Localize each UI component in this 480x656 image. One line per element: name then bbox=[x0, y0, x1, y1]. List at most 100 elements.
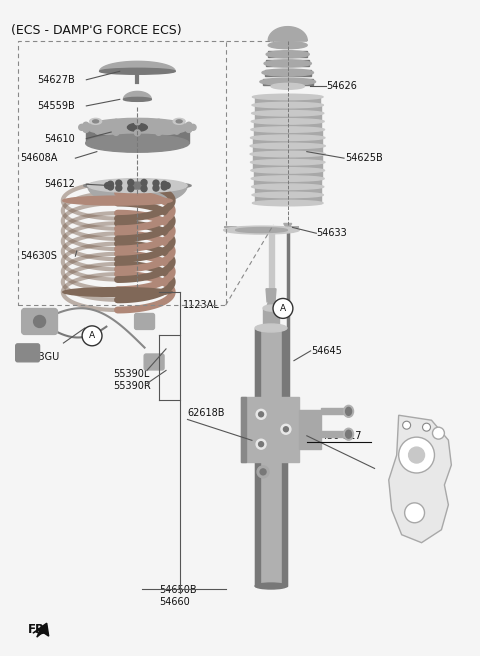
Ellipse shape bbox=[252, 119, 324, 124]
Polygon shape bbox=[88, 186, 187, 205]
Ellipse shape bbox=[100, 68, 175, 74]
Text: 1123GU: 1123GU bbox=[21, 352, 60, 362]
Circle shape bbox=[116, 180, 122, 186]
Circle shape bbox=[186, 127, 192, 133]
Ellipse shape bbox=[251, 168, 324, 173]
Circle shape bbox=[95, 121, 101, 127]
Circle shape bbox=[273, 298, 293, 318]
Circle shape bbox=[82, 326, 102, 346]
Polygon shape bbox=[264, 302, 278, 315]
Text: 62618B: 62618B bbox=[188, 408, 225, 418]
Ellipse shape bbox=[346, 407, 351, 415]
Polygon shape bbox=[254, 187, 321, 195]
Text: 54633: 54633 bbox=[316, 228, 347, 238]
Ellipse shape bbox=[176, 120, 182, 123]
Polygon shape bbox=[266, 60, 309, 66]
Ellipse shape bbox=[90, 118, 102, 125]
Polygon shape bbox=[282, 328, 287, 586]
Ellipse shape bbox=[344, 428, 354, 440]
Circle shape bbox=[164, 182, 170, 188]
Polygon shape bbox=[255, 97, 320, 105]
Polygon shape bbox=[255, 328, 260, 586]
Ellipse shape bbox=[255, 583, 287, 589]
Circle shape bbox=[141, 186, 147, 192]
Text: 54559B: 54559B bbox=[37, 101, 75, 111]
FancyBboxPatch shape bbox=[134, 314, 155, 329]
Text: A: A bbox=[280, 304, 286, 313]
Ellipse shape bbox=[252, 176, 324, 181]
Circle shape bbox=[113, 119, 119, 125]
Circle shape bbox=[422, 423, 431, 431]
Circle shape bbox=[259, 441, 264, 447]
Polygon shape bbox=[255, 195, 321, 203]
Circle shape bbox=[259, 412, 264, 417]
Text: 54608A: 54608A bbox=[21, 153, 58, 163]
Ellipse shape bbox=[252, 94, 323, 100]
Ellipse shape bbox=[224, 226, 299, 234]
Text: 54630S: 54630S bbox=[21, 251, 57, 261]
Ellipse shape bbox=[252, 200, 323, 206]
Text: 54610: 54610 bbox=[45, 134, 75, 144]
Text: A: A bbox=[89, 331, 95, 340]
Polygon shape bbox=[253, 154, 322, 162]
Ellipse shape bbox=[123, 97, 151, 102]
Polygon shape bbox=[268, 51, 307, 57]
Ellipse shape bbox=[262, 69, 313, 76]
Circle shape bbox=[34, 316, 46, 327]
Ellipse shape bbox=[250, 143, 325, 149]
Polygon shape bbox=[299, 409, 321, 449]
Ellipse shape bbox=[252, 192, 324, 197]
Circle shape bbox=[256, 409, 266, 419]
Ellipse shape bbox=[86, 134, 189, 152]
Circle shape bbox=[156, 119, 162, 125]
Circle shape bbox=[113, 129, 119, 135]
Ellipse shape bbox=[344, 405, 354, 417]
Text: 54612: 54612 bbox=[45, 179, 75, 190]
Polygon shape bbox=[263, 79, 313, 85]
Circle shape bbox=[153, 185, 159, 191]
Circle shape bbox=[260, 469, 266, 475]
Polygon shape bbox=[254, 178, 321, 187]
Ellipse shape bbox=[264, 60, 312, 67]
Circle shape bbox=[186, 122, 192, 128]
Ellipse shape bbox=[271, 83, 304, 89]
Polygon shape bbox=[255, 105, 321, 113]
FancyBboxPatch shape bbox=[144, 354, 164, 370]
Polygon shape bbox=[264, 70, 311, 75]
FancyBboxPatch shape bbox=[16, 344, 39, 362]
Circle shape bbox=[161, 184, 167, 190]
FancyBboxPatch shape bbox=[22, 308, 58, 335]
Circle shape bbox=[83, 122, 89, 128]
Ellipse shape bbox=[63, 196, 172, 205]
Polygon shape bbox=[253, 146, 322, 154]
Circle shape bbox=[174, 121, 180, 127]
Circle shape bbox=[108, 181, 113, 187]
Ellipse shape bbox=[252, 110, 324, 116]
Circle shape bbox=[134, 130, 140, 136]
Circle shape bbox=[281, 424, 291, 434]
Polygon shape bbox=[253, 138, 322, 146]
Ellipse shape bbox=[263, 305, 279, 311]
Circle shape bbox=[399, 437, 434, 473]
Polygon shape bbox=[268, 27, 307, 41]
Ellipse shape bbox=[252, 102, 324, 108]
Circle shape bbox=[403, 421, 410, 429]
Ellipse shape bbox=[268, 41, 307, 49]
Ellipse shape bbox=[252, 184, 324, 190]
Polygon shape bbox=[389, 415, 451, 543]
Polygon shape bbox=[263, 308, 279, 328]
Polygon shape bbox=[241, 397, 246, 462]
Text: 54626: 54626 bbox=[326, 81, 357, 91]
Ellipse shape bbox=[63, 287, 172, 297]
Ellipse shape bbox=[346, 430, 351, 438]
Text: REF.50-517: REF.50-517 bbox=[307, 431, 361, 441]
Polygon shape bbox=[284, 224, 292, 227]
Circle shape bbox=[128, 180, 134, 186]
Ellipse shape bbox=[266, 51, 309, 58]
Polygon shape bbox=[241, 397, 299, 462]
Ellipse shape bbox=[84, 182, 191, 190]
Ellipse shape bbox=[236, 228, 288, 233]
Text: 54625B: 54625B bbox=[345, 153, 383, 163]
Polygon shape bbox=[253, 162, 322, 171]
Circle shape bbox=[116, 185, 122, 191]
